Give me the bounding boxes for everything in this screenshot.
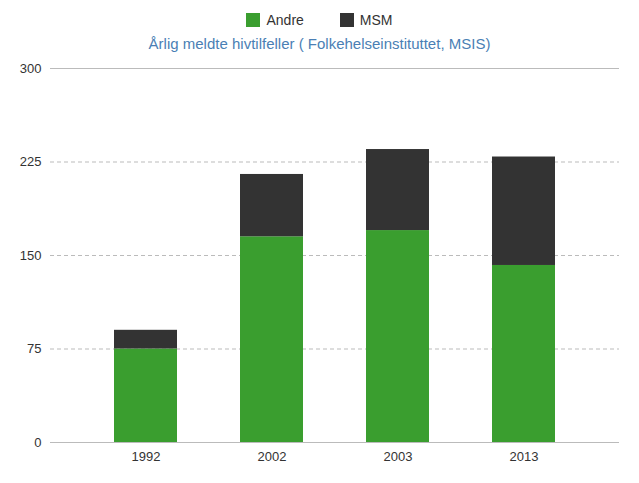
svg-text:2002: 2002 <box>258 449 287 464</box>
html-text:Andre: Andre <box>266 12 304 28</box>
svg-text:1992: 1992 <box>132 449 161 464</box>
svg-text:150: 150 <box>20 248 42 263</box>
svg-text:0: 0 <box>34 435 41 450</box>
html-text:MSM: MSM <box>359 12 393 28</box>
svg-text:75: 75 <box>27 341 41 356</box>
svg-text:225: 225 <box>20 154 42 169</box>
svg-text:2013: 2013 <box>510 449 539 464</box>
svg-text:300: 300 <box>20 61 42 76</box>
html-text:Årlig meldte hivtilfeller ( Fo: Årlig meldte hivtilfeller ( Folkehelsein… <box>148 35 491 52</box>
svg-text:2003: 2003 <box>384 449 413 464</box>
